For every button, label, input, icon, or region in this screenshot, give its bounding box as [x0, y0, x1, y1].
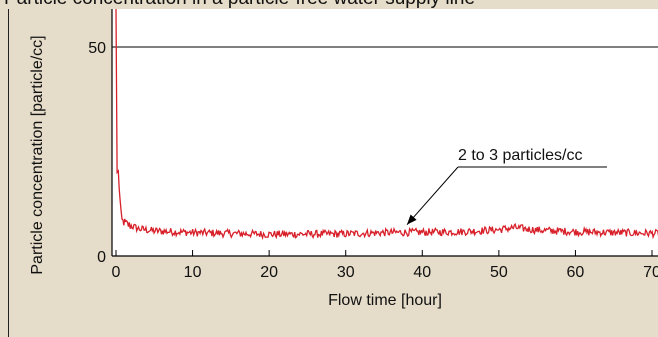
x-tick-label: 20	[260, 264, 278, 281]
annotation-label: 2 to 3 particles/cc	[458, 147, 583, 164]
x-tick-label: 40	[413, 264, 431, 281]
x-tick-label: 70	[643, 264, 658, 281]
plot-area	[112, 9, 658, 256]
x-axis-label: Flow time [hour]	[328, 292, 442, 309]
y-tick-label: 50	[88, 40, 106, 57]
y-ticks: 0 50	[88, 40, 118, 266]
figure-title-fragment: Particle concentration in a particle-fre…	[0, 0, 658, 9]
title-fragment-text: Particle concentration in a particle-fre…	[4, 0, 475, 9]
series-line-particle-concentration	[115, 8, 658, 241]
y-axis-label: Particle concentration [particle/cc]	[29, 35, 46, 274]
x-tick-label: 0	[112, 264, 121, 281]
x-tick-label: 50	[490, 264, 508, 281]
x-tick-label: 60	[567, 264, 585, 281]
figure-left-border	[8, 9, 9, 337]
y-tick-label: 0	[97, 249, 106, 266]
annotation-arrowhead	[406, 214, 417, 225]
x-tick-label: 30	[337, 264, 355, 281]
annotation-leader-diagonal	[406, 166, 459, 225]
x-ticks: 0 10 20 30 40 50 60 70	[112, 250, 658, 281]
x-tick-label: 10	[184, 264, 202, 281]
